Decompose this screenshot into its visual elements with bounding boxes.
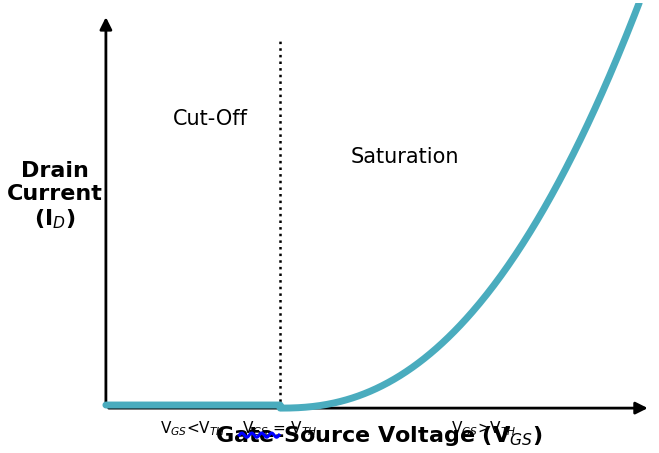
Text: V$_{GS}$ = V$_{TH}$: V$_{GS}$ = V$_{TH}$: [243, 419, 318, 438]
Text: V$_{GS}$<V$_{TH}$: V$_{GS}$<V$_{TH}$: [160, 419, 226, 438]
Text: Drain
Current
(I$_D$): Drain Current (I$_D$): [7, 161, 103, 231]
Text: Saturation: Saturation: [351, 147, 459, 167]
Text: Gate-Source Voltage (V$_{GS}$): Gate-Source Voltage (V$_{GS}$): [215, 424, 542, 448]
Text: Cut-Off: Cut-Off: [173, 109, 248, 129]
Text: V$_{GS}$>V$_{TH}$: V$_{GS}$>V$_{TH}$: [451, 419, 517, 438]
